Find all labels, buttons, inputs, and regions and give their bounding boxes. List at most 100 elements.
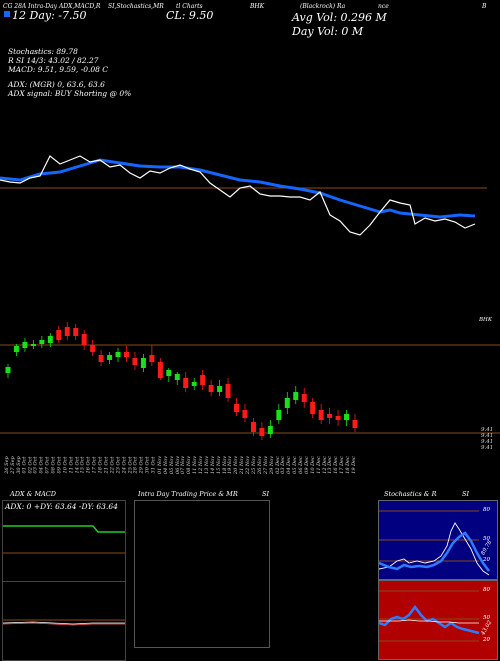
price-label-4: 9.41	[481, 445, 494, 451]
symbol-label: BHK	[250, 3, 265, 10]
candle-down	[250, 422, 256, 432]
price-label-1: 9.41	[481, 427, 494, 433]
intraday-panel-title: Intra Day Trading Price & MR	[138, 490, 238, 498]
intraday-panel-si: SI	[262, 490, 270, 498]
date-label: 10 Oct	[62, 456, 69, 474]
candle-down	[208, 385, 214, 392]
candle-down	[225, 384, 231, 398]
rsi-tick-20: 20	[483, 637, 490, 643]
candle-up	[276, 410, 282, 420]
adx-signal-readout: ADX signal: BUY Shorting @ 0%	[8, 89, 132, 98]
candle-down	[73, 328, 79, 336]
stoch-tick-80: 80	[483, 507, 490, 513]
candle-down	[335, 416, 341, 420]
rsi-panel: 80 50 20 43.02	[378, 580, 498, 660]
date-label: 27 Nov	[262, 455, 269, 475]
date-label: 22 Oct	[109, 456, 116, 474]
candle-down	[200, 375, 206, 385]
adx-panel: ADX: 0 +DY: 63.64 -DY: 63.64	[2, 500, 126, 582]
macd-panel	[2, 581, 126, 661]
candle-down	[259, 428, 265, 436]
candle-down	[234, 404, 240, 412]
date-label: 19 Dec	[350, 456, 357, 474]
candle-up	[191, 382, 197, 386]
price-label-2: 9.41	[481, 433, 494, 439]
macd-lines	[2, 619, 125, 626]
candle-down	[132, 358, 138, 365]
candle-up	[293, 392, 299, 400]
candle-down	[149, 355, 155, 362]
candle-down	[123, 352, 129, 357]
chart-source: CG 28A Intra-Day ADX,MACD,R	[3, 3, 101, 10]
intraday-panel	[134, 500, 270, 648]
date-label: 27 Sep	[9, 456, 16, 474]
candle-up	[13, 346, 19, 352]
date-label: 11 Dec	[315, 456, 322, 474]
candle-up	[39, 340, 45, 344]
adx-lines	[3, 525, 125, 554]
date-label: 24 Oct	[121, 456, 128, 474]
date-label: 01 Nov	[156, 455, 163, 475]
stochastics-lines	[378, 510, 490, 576]
adx-readout: ADX: (MGR) 0, 63.6, 63.6	[8, 80, 105, 89]
candle-up	[166, 370, 172, 376]
candlestick-chart	[0, 322, 500, 440]
candle-down	[318, 410, 324, 420]
candle-up	[115, 352, 121, 357]
date-label: 11 Oct	[68, 456, 75, 474]
date-label: 14 Nov	[209, 455, 216, 475]
candle-up	[174, 374, 180, 380]
candle-down	[157, 362, 163, 378]
price-ma-chart	[0, 155, 487, 236]
stoch-panel-title: Stochastics & R	[384, 490, 437, 498]
moving-average-line	[0, 158, 476, 219]
candle-up	[30, 344, 36, 346]
candle-down	[310, 402, 316, 414]
rsi-lines	[378, 590, 480, 642]
company-tail: nce	[378, 3, 389, 10]
right-letter: B	[482, 3, 487, 10]
stoch-panel-si: SI	[462, 490, 470, 498]
candle-up	[22, 342, 28, 348]
stoch-tick-50: 50	[483, 536, 490, 542]
date-label: 26 Nov	[256, 455, 263, 475]
adx-values: ADX: 0 +DY: 63.64 -DY: 63.64	[5, 502, 118, 511]
stochastics-readout: Stochastics: 89.78	[8, 47, 78, 56]
candle-down	[183, 378, 189, 388]
date-label: 01 Oct	[21, 456, 28, 474]
candle-up	[140, 358, 146, 368]
stochastics-panel: 80 50 20 89.78	[378, 500, 498, 580]
avg-volume: Avg Vol: 0.296 M	[292, 11, 387, 24]
indicator-list: SI,Stochastics,MR	[108, 3, 164, 10]
day-change: 12 Day: -7.50	[12, 9, 87, 22]
candle-up	[217, 386, 223, 392]
candle-up	[344, 414, 350, 420]
candle-down	[81, 334, 87, 345]
date-label: 31 Oct	[150, 456, 157, 474]
stoch-tick-20: 20	[483, 557, 490, 563]
rsi-readout: R SI 14/3: 43.02 / 82.27	[8, 56, 99, 65]
date-label: 23 Oct	[115, 456, 122, 474]
close-price: CL: 9.50	[166, 9, 214, 22]
price-label-upper: BHK	[479, 317, 492, 323]
rsi-tick-80: 80	[483, 587, 490, 593]
candle-down	[327, 414, 333, 418]
candle-up	[47, 336, 53, 343]
company-name: (Blackrock) Ra	[300, 3, 346, 10]
candle-up	[5, 367, 11, 373]
candle-down	[242, 410, 248, 418]
rsi-tick-50: 50	[483, 615, 490, 621]
price-line	[0, 155, 476, 236]
chart-label: tl Charts	[176, 3, 203, 10]
candle-down	[301, 394, 307, 402]
candle-down	[64, 327, 70, 336]
date-label: 05 Nov	[168, 455, 175, 475]
adx-panel-title: ADX & MACD	[10, 490, 56, 498]
legend-swatch	[4, 11, 10, 17]
candle-up	[267, 426, 273, 434]
day-volume: Day Vol: 0 M	[292, 25, 364, 38]
candle-up	[284, 398, 290, 408]
macd-readout: MACD: 9.51, 9.59, -0.08 C	[8, 65, 109, 74]
candle-down	[90, 345, 96, 352]
price-label-3: 9.41	[481, 439, 494, 445]
